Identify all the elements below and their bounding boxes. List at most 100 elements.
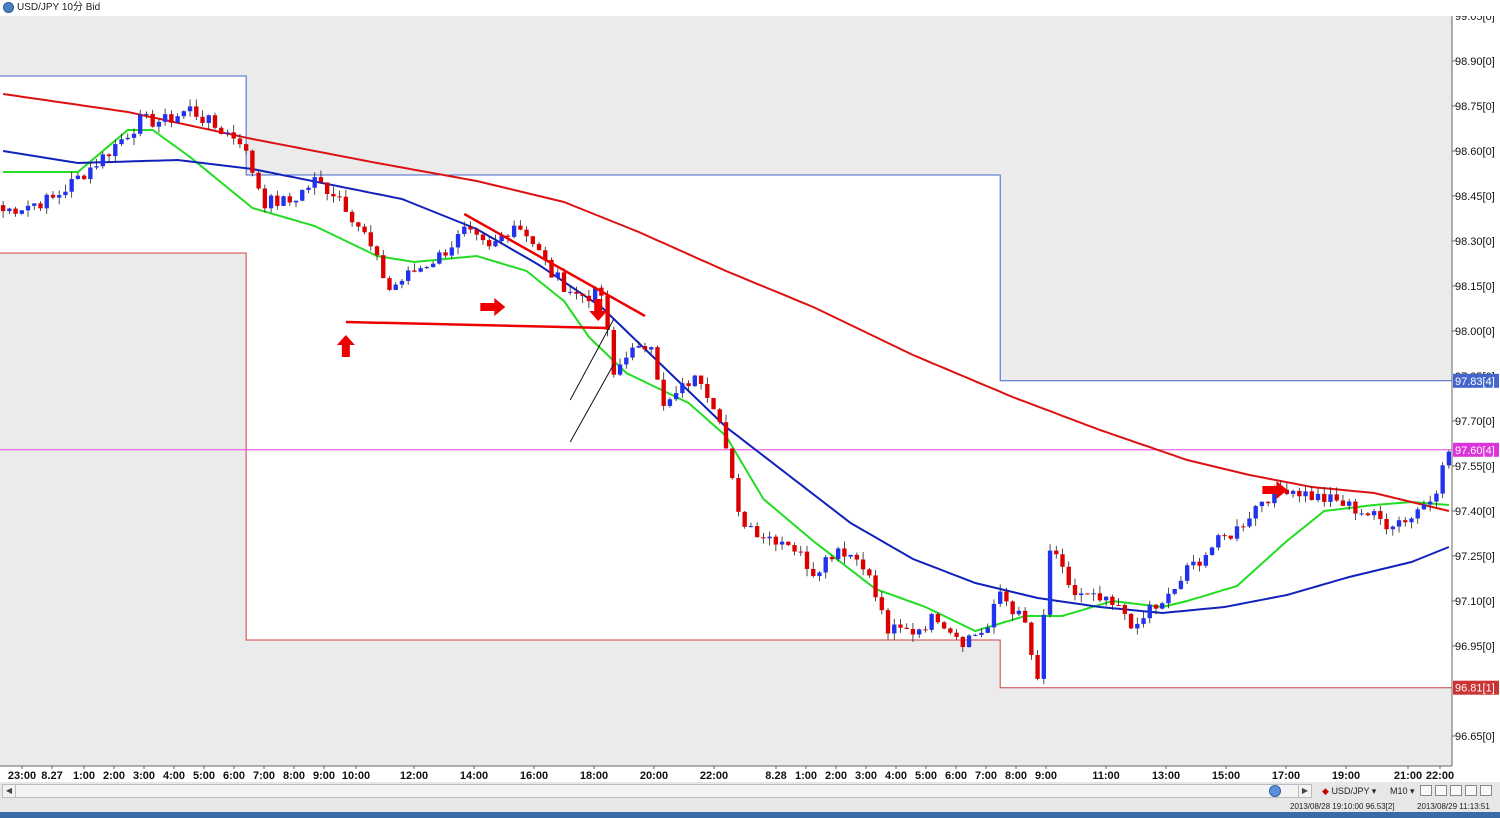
candle-body	[530, 236, 535, 245]
candle-body	[966, 635, 972, 648]
price-label: 97.25[0]	[1455, 551, 1495, 563]
toolbar-button-3[interactable]	[1450, 785, 1462, 796]
horizontal-scrollbar[interactable]: ◀ ▶	[2, 784, 1312, 798]
time-label: 16:00	[520, 770, 548, 782]
candle-body	[730, 448, 735, 479]
arrow-right-icon-shape	[1262, 481, 1288, 499]
candle-body	[786, 541, 791, 546]
candle-body	[817, 572, 822, 577]
candle-body	[293, 200, 299, 203]
candle-body	[1409, 518, 1414, 523]
price-marker-label: 97.83[4]	[1455, 376, 1495, 388]
candle-body	[1390, 526, 1395, 530]
arrow-right-icon	[480, 298, 506, 316]
price-axis: 98.90[0] 98.75[0] 98.60[0] 98.45[0] 98.30[0]…	[1451, 16, 1500, 782]
candle-body	[262, 188, 268, 209]
candle-body	[792, 545, 797, 552]
toolbar-button-1[interactable]	[1420, 785, 1432, 796]
candle-body	[387, 278, 392, 290]
candle-body	[960, 636, 965, 648]
arrow-up-icon-shape	[336, 335, 355, 357]
time-axis-background	[0, 766, 1452, 782]
candle-body	[281, 196, 286, 206]
time-label: 3:00	[855, 770, 877, 782]
candle-body	[1378, 511, 1383, 519]
candle-body	[848, 554, 853, 557]
candle-body	[555, 272, 560, 278]
price-chart[interactable]: 98.90[0] 98.75[0] 98.60[0] 98.45[0] 98.30[0]…	[0, 16, 1500, 782]
window-title: USD/JPY 10分 Bid	[17, 2, 101, 13]
price-label: 98.75[0]	[1455, 101, 1495, 113]
candle-body	[811, 568, 816, 577]
candle-body	[75, 175, 81, 180]
candle-body	[1241, 526, 1246, 528]
toolbar-button-2[interactable]	[1435, 785, 1447, 796]
scroll-right-icon[interactable]: ▶	[1298, 785, 1311, 797]
candle-body	[374, 246, 380, 256]
candle-body	[673, 393, 679, 400]
candle-body	[543, 250, 548, 260]
price-label: 97.70[0]	[1455, 416, 1495, 428]
scroll-thumb[interactable]	[1269, 785, 1281, 797]
candle-body	[835, 548, 841, 560]
time-label: 5:00	[915, 770, 937, 782]
price-marker-label: 96.81[1]	[1455, 683, 1495, 695]
candle-body	[418, 268, 423, 272]
toolbar-button-5[interactable]	[1480, 785, 1492, 796]
time-axis: 23:00 8.27 1:00 2:00 3:00 4:00 5:00 6:00 7:00 8:0…	[0, 765, 1454, 782]
candle-body	[1004, 591, 1009, 602]
candle-body	[1322, 493, 1327, 502]
candle-body	[1365, 513, 1371, 516]
candle-body	[1054, 550, 1059, 555]
candle-body	[1265, 501, 1271, 504]
candle-body	[511, 225, 517, 237]
candle-body	[1222, 535, 1227, 537]
candle-body	[256, 172, 261, 189]
candle-body	[412, 270, 417, 272]
candle-body	[399, 280, 405, 285]
candle-body	[169, 114, 174, 123]
candle-body	[1415, 509, 1420, 519]
candle-body	[973, 634, 978, 636]
candle-body	[1346, 501, 1352, 506]
candle-body	[754, 526, 760, 538]
candle-body	[1153, 604, 1159, 609]
candle-body	[113, 144, 118, 157]
symbol-select[interactable]: ◆ USD/JPY ▾	[1322, 786, 1377, 796]
candle-body	[767, 536, 772, 539]
candle-body	[649, 347, 654, 350]
price-label-partial: 99.05[0]	[1455, 16, 1495, 23]
candle-body	[237, 138, 243, 145]
range-box-layer	[0, 16, 1452, 766]
candle-body	[829, 557, 835, 560]
candle-body	[1340, 500, 1346, 506]
candle-body	[1135, 623, 1140, 629]
candle-body	[586, 295, 592, 302]
time-label: 7:00	[253, 770, 275, 782]
candle-body	[119, 139, 124, 145]
time-label: 6:00	[945, 770, 967, 782]
arrow-down-icon	[589, 299, 608, 321]
candle-body	[7, 208, 12, 212]
candle-body	[1228, 535, 1233, 539]
shade-zone	[246, 640, 1001, 766]
time-label: 2:00	[825, 770, 847, 782]
scroll-left-icon[interactable]: ◀	[3, 785, 16, 797]
candle-body	[624, 357, 629, 365]
candle-body	[1022, 610, 1028, 623]
candle-body	[225, 132, 230, 135]
time-label: 5:00	[193, 770, 215, 782]
toolbar-button-4[interactable]	[1465, 785, 1477, 796]
time-label: 9:00	[1035, 770, 1057, 782]
candle-body	[892, 624, 897, 634]
candle-body	[1197, 561, 1202, 566]
candle-body	[250, 150, 255, 173]
candle-body	[25, 205, 31, 211]
window-titlebar: USD/JPY 10分 Bid	[0, 0, 1500, 17]
descending-trendline	[463, 212, 646, 318]
period-select[interactable]: M10 ▾	[1390, 786, 1415, 796]
time-label: 11:00	[1092, 770, 1120, 782]
time-label: 1:00	[73, 770, 95, 782]
candle-body	[1290, 490, 1296, 494]
candle-body	[131, 133, 137, 138]
